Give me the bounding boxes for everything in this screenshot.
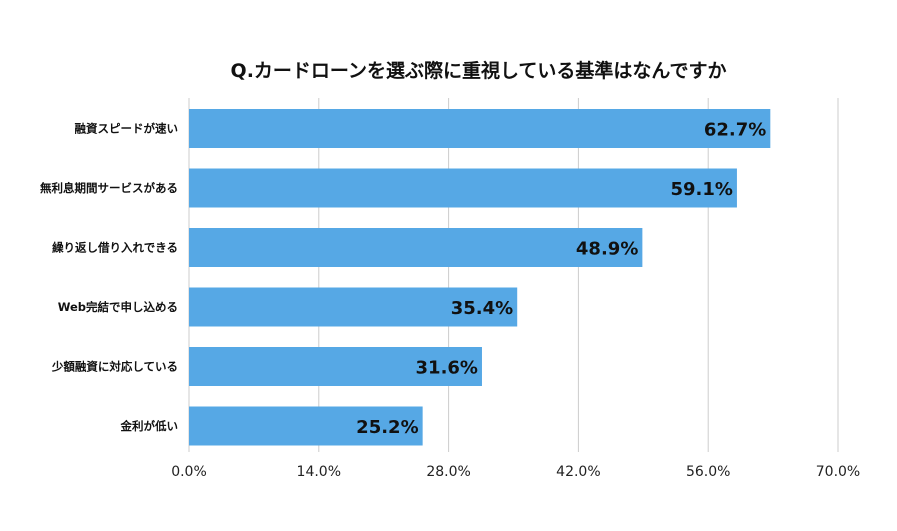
bar <box>189 406 423 446</box>
category-label: 少額融資に対応している <box>51 360 178 374</box>
data-label: 35.4% <box>451 298 513 319</box>
bar <box>189 228 643 267</box>
bar <box>189 168 737 208</box>
data-label: 31.6% <box>416 358 478 379</box>
data-label: 59.1% <box>670 179 732 200</box>
x-tick-label: 14.0% <box>297 464 341 480</box>
bar <box>189 287 518 327</box>
data-label: 62.7% <box>704 120 766 141</box>
bar <box>189 109 771 148</box>
category-label: 金利が低い <box>120 419 179 433</box>
category-label: 無利息期間サービスがある <box>40 181 178 195</box>
category-label: 繰り返し借り入れできる <box>52 241 178 255</box>
x-tick-label: 42.0% <box>556 464 600 480</box>
chart-title: Q.カードローンを選ぶ際に重視している基準はなんですか <box>230 60 727 82</box>
x-tick-label: 56.0% <box>686 464 730 480</box>
data-label: 25.2% <box>356 417 418 438</box>
x-tick-label: 28.0% <box>426 464 470 480</box>
bar <box>189 347 482 386</box>
x-tick-label: 70.0% <box>816 464 860 480</box>
x-tick-label: 0.0% <box>171 464 207 480</box>
category-label: 融資スピードが速い <box>75 122 179 136</box>
category-label: Web完結で申し込める <box>58 300 178 314</box>
data-label: 48.9% <box>576 239 638 260</box>
